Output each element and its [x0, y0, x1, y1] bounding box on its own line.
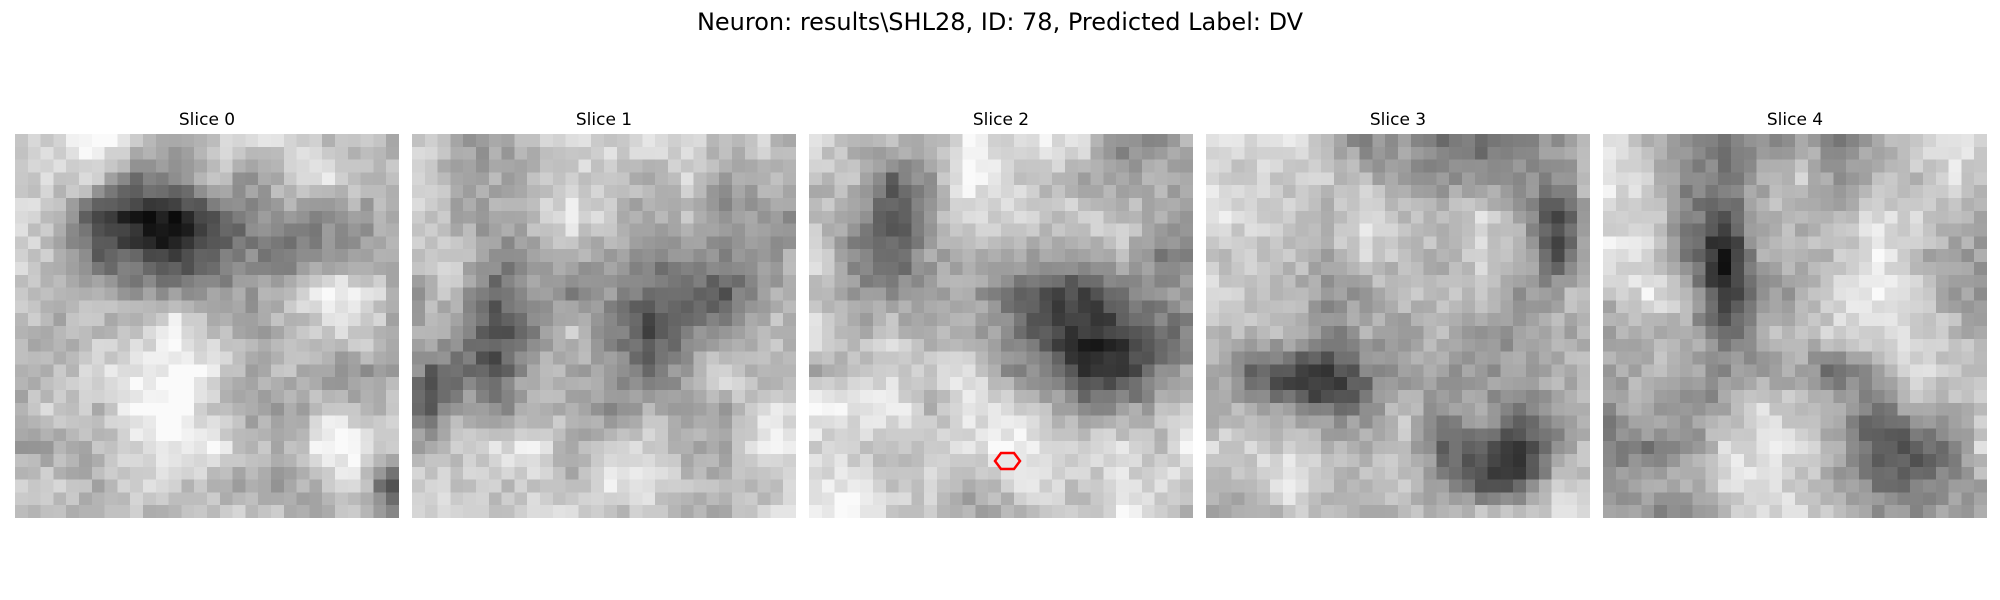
slice-image-1 — [412, 134, 796, 518]
slice-image-3 — [1206, 134, 1590, 518]
slice-title-0: Slice 0 — [178, 110, 236, 130]
centroid-marker-icon — [993, 451, 1022, 471]
slice-panel-3: Slice 3 — [1206, 108, 1590, 518]
slice-image-0 — [15, 134, 399, 518]
slice-title-3: Slice 3 — [1369, 110, 1427, 130]
slice-panel-4: Slice 4 — [1603, 108, 1987, 518]
figure-title: Neuron: results\SHL28, ID: 78, Predicted… — [696, 8, 1304, 36]
slice-image-4 — [1603, 134, 1987, 518]
slice-panel-2: Slice 2 — [809, 108, 1193, 518]
slice-panel-0: Slice 0 — [15, 108, 399, 518]
slice-title-1: Slice 1 — [575, 110, 633, 130]
slice-title-2: Slice 2 — [972, 110, 1030, 130]
slice-title-4: Slice 4 — [1766, 110, 1824, 130]
slice-panel-1: Slice 1 — [412, 108, 796, 518]
